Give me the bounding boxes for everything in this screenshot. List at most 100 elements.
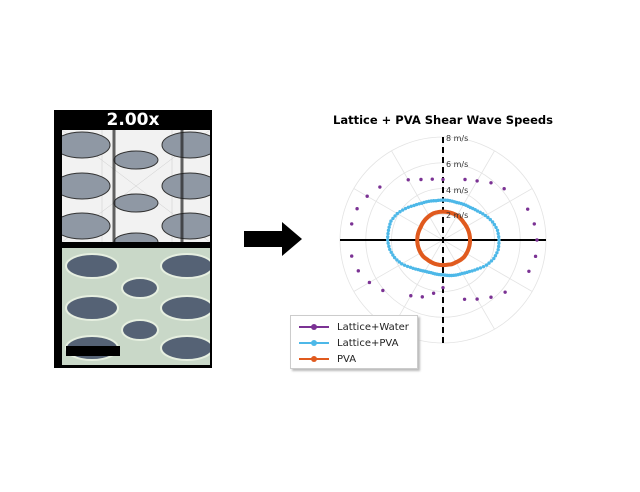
data-point-lattice-pva xyxy=(481,212,485,216)
data-point-lattice-pva xyxy=(490,220,495,224)
data-point-lattice-water xyxy=(527,269,531,273)
right-arrow-icon xyxy=(244,222,302,256)
data-point-lattice-water xyxy=(378,185,382,189)
data-point-lattice-pva xyxy=(487,261,491,265)
data-point-lattice-pva xyxy=(475,267,480,271)
data-point-lattice-pva xyxy=(493,253,498,258)
grid-spoke xyxy=(391,239,444,330)
legend-marker xyxy=(299,356,329,362)
data-point-lattice-water xyxy=(419,177,423,182)
data-point-lattice-pva xyxy=(386,228,391,233)
data-point-lattice-pva xyxy=(388,222,392,226)
data-point-lattice-pva xyxy=(391,253,395,257)
data-point-lattice-water xyxy=(463,177,467,182)
data-point-lattice-pva xyxy=(408,265,413,270)
data-point-lattice-pva xyxy=(386,231,390,236)
data-point-lattice-water xyxy=(502,186,506,191)
chart-title: Lattice + PVA Shear Wave Speeds xyxy=(333,113,553,127)
data-point-lattice-pva xyxy=(401,208,405,212)
data-point-lattice-pva xyxy=(414,202,419,207)
legend-item-pva: PVA xyxy=(299,352,356,366)
legend-label: Lattice+Water xyxy=(337,321,409,333)
data-point-lattice-water xyxy=(365,194,369,198)
data-point-lattice-pva xyxy=(478,266,483,270)
data-point-lattice-pva xyxy=(434,198,438,203)
data-point-lattice-pva xyxy=(386,241,390,245)
data-point-lattice-pva xyxy=(386,235,390,239)
data-point-lattice-pva xyxy=(398,210,402,214)
grid-spoke xyxy=(442,150,495,241)
legend-marker xyxy=(299,340,329,346)
data-point-lattice-water xyxy=(367,280,372,285)
data-point-lattice-pva xyxy=(470,269,474,273)
data-point-lattice-water xyxy=(356,269,361,273)
radial-tick-label: 4 m/s xyxy=(446,185,469,195)
legend-item-lattice-pva: Lattice+PVA xyxy=(299,336,398,350)
data-point-lattice-pva xyxy=(488,217,492,222)
data-point-lattice-pva xyxy=(484,263,489,267)
data-point-lattice-pva xyxy=(413,267,418,271)
data-point-lattice-pva xyxy=(483,213,488,218)
data-point-lattice-pva xyxy=(489,259,494,263)
data-point-lattice-pva xyxy=(492,256,496,261)
radial-tick-label: 8 m/s xyxy=(446,134,469,143)
data-point-lattice-pva xyxy=(495,228,500,233)
data-point-lattice-water xyxy=(355,207,359,211)
data-point-lattice-pva xyxy=(397,260,401,264)
data-point-lattice-pva xyxy=(395,258,399,262)
data-point-lattice-pva xyxy=(402,263,407,267)
data-point-lattice-water xyxy=(350,222,354,226)
data-point-lattice-pva xyxy=(393,214,397,218)
legend: Lattice+Water Lattice+PVA PVA xyxy=(290,315,418,369)
data-point-lattice-pva xyxy=(467,269,472,274)
data-point-lattice-pva xyxy=(497,241,501,245)
data-point-lattice-pva xyxy=(492,222,497,227)
legend-label: Lattice+PVA xyxy=(337,337,399,349)
data-point-lattice-water xyxy=(533,254,538,259)
data-point-lattice-water xyxy=(525,207,530,211)
data-point-lattice-pva xyxy=(496,231,500,236)
grid-spoke xyxy=(442,188,533,241)
grid-spoke xyxy=(353,239,444,292)
data-point-lattice-pva xyxy=(389,219,393,223)
data-point-lattice-pva xyxy=(412,203,416,208)
radial-tick-label: 6 m/s xyxy=(446,159,469,169)
data-point-lattice-pva xyxy=(389,250,393,254)
data-point-lattice-water xyxy=(350,254,354,258)
data-point-lattice-water xyxy=(489,181,493,185)
data-point-lattice-pva xyxy=(391,216,395,221)
radial-tick-label: 2 m/s xyxy=(446,211,469,221)
data-point-lattice-pva xyxy=(496,244,501,249)
data-point-lattice-pva xyxy=(420,201,424,205)
data-point-lattice-pva xyxy=(494,225,498,230)
data-point-lattice-pva xyxy=(385,238,390,242)
data-point-lattice-pva xyxy=(387,225,391,229)
data-point-lattice-water xyxy=(409,294,413,298)
scale-bar xyxy=(66,346,120,356)
data-point-lattice-water xyxy=(406,178,410,182)
data-point-lattice-water xyxy=(420,295,425,299)
data-point-lattice-pva xyxy=(403,206,408,211)
data-point-lattice-pva xyxy=(395,211,399,216)
data-point-lattice-water xyxy=(381,288,385,293)
data-point-lattice-pva xyxy=(481,264,486,269)
data-point-lattice-water xyxy=(532,222,536,226)
data-point-lattice-water xyxy=(503,290,507,294)
data-point-lattice-water xyxy=(475,297,479,301)
data-point-pva xyxy=(468,239,473,244)
data-point-lattice-water xyxy=(431,291,436,295)
data-point-lattice-pva xyxy=(392,255,397,260)
data-point-lattice-water xyxy=(430,177,434,181)
data-point-lattice-pva xyxy=(497,238,501,242)
data-point-lattice-water xyxy=(475,179,479,183)
data-point-lattice-water xyxy=(462,297,467,301)
legend-item-lattice-water: Lattice+Water xyxy=(299,320,409,334)
data-point-lattice-pva xyxy=(411,266,415,270)
lattice-render-image xyxy=(62,130,210,242)
data-point-lattice-pva xyxy=(387,244,391,249)
data-point-lattice-pva xyxy=(417,202,421,206)
data-point-lattice-water xyxy=(489,295,493,299)
data-point-lattice-pva xyxy=(406,205,411,210)
